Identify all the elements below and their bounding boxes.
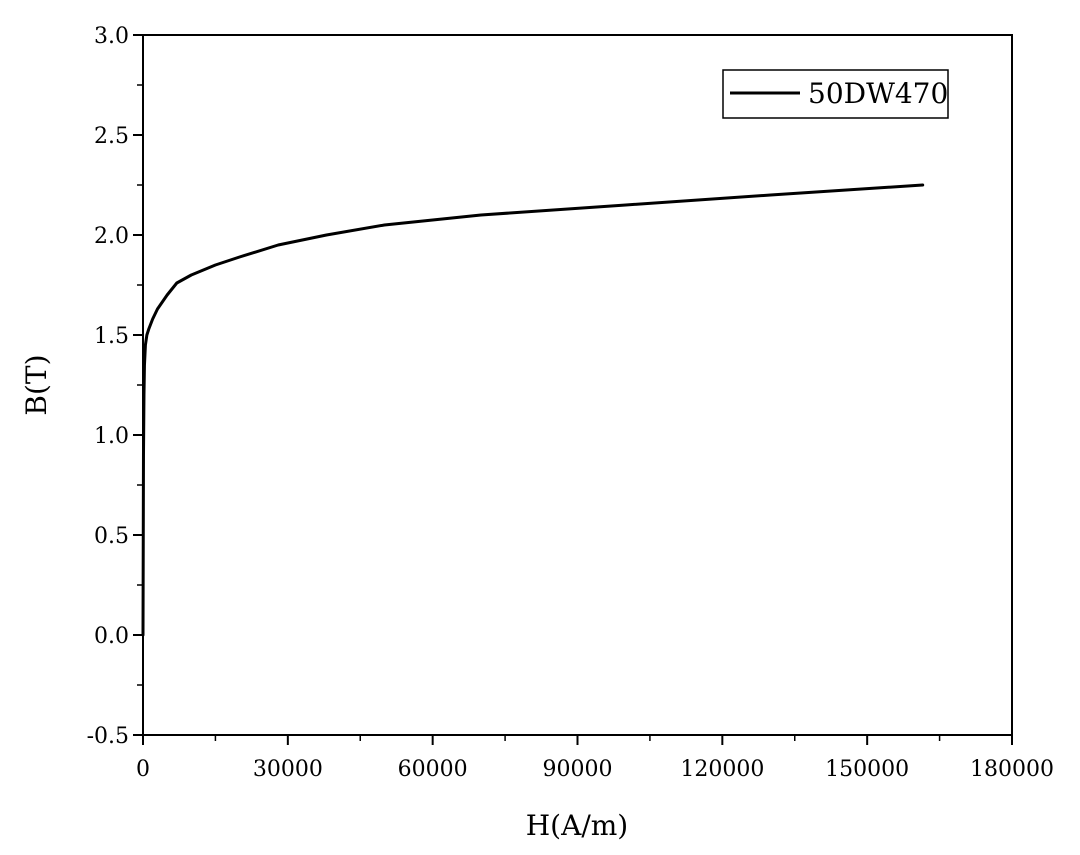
x-tick-label: 180000 [970,757,1054,782]
x-tick-label: 120000 [680,757,764,782]
y-tick-label: 1.0 [94,424,129,449]
x-tick-label: 150000 [825,757,909,782]
x-tick-label: 0 [136,757,150,782]
legend: 50DW470 [722,69,949,119]
x-tick-label: 30000 [253,757,323,782]
y-axis-label: B(T) [20,354,53,415]
x-tick-label: 90000 [543,757,613,782]
y-tick-label: 1.5 [94,324,129,349]
y-tick-label: 0.0 [94,624,129,649]
y-tick-label: 3.0 [94,24,129,49]
y-tick-label: -0.5 [87,724,129,749]
plot-frame [142,34,1013,736]
y-axis-ticks: -0.5 0.0 0.5 1.0 1.5 2.0 2.5 3.0 [87,24,143,749]
x-axis-label: H(A/m) [526,809,628,842]
y-tick-label: 2.5 [94,124,129,149]
series-line-50dw470 [141,183,925,637]
y-tick-label: 2.0 [94,224,129,249]
y-tick-label: 0.5 [94,524,129,549]
legend-label-50dw470: 50DW470 [808,77,948,110]
series-layer [141,183,925,637]
x-tick-label: 60000 [398,757,468,782]
x-axis-ticks: 0 30000 60000 90000 120000 150000 180000 [136,735,1054,782]
